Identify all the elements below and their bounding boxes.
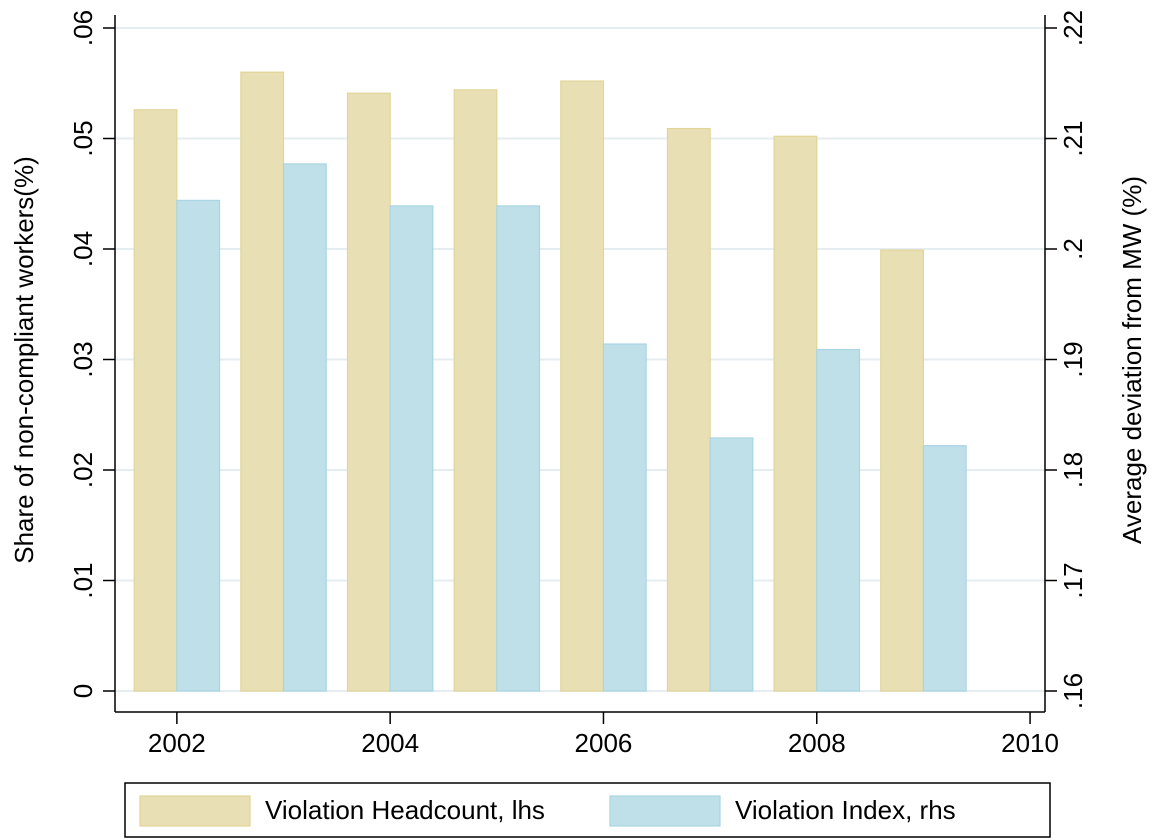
x-tick-label: 2004: [361, 728, 419, 758]
bar: [346, 92, 391, 692]
bar: [773, 135, 818, 692]
bar: [709, 437, 754, 692]
y2-tick-label: .19: [1058, 341, 1088, 377]
x-tick-label: 2008: [788, 728, 846, 758]
y-tick-label: .04: [68, 231, 98, 267]
y2-tick-label: .21: [1058, 120, 1088, 156]
y-tick-label: .06: [68, 10, 98, 46]
bar: [602, 343, 647, 692]
bar: [453, 89, 498, 692]
y-tick-label: 0: [68, 684, 98, 698]
y-tick-label: .01: [68, 562, 98, 598]
bar: [666, 127, 711, 692]
y-axis-label: Share of non-compliant workers(%): [9, 156, 39, 564]
bar: [880, 249, 925, 692]
legend-swatch: [139, 795, 251, 827]
bar: [922, 445, 967, 692]
bar: [560, 80, 605, 692]
bar: [282, 163, 327, 692]
x-tick-label: 2010: [1001, 728, 1059, 758]
y2-tick-label: .22: [1058, 10, 1088, 46]
bar: [176, 199, 221, 692]
bar: [133, 109, 178, 692]
legend-box: [124, 782, 1051, 838]
y2-tick-label: .16: [1058, 673, 1088, 709]
y-tick-label: .02: [68, 452, 98, 488]
legend-swatch: [609, 795, 721, 827]
bar: [240, 71, 285, 692]
y2-axis-label: Average deviation from MW (%): [1117, 176, 1147, 544]
y2-tick-label: .17: [1058, 562, 1088, 598]
x-tick-label: 2006: [575, 728, 633, 758]
legend-label: Violation Index, rhs: [735, 795, 956, 825]
bar: [496, 205, 541, 692]
y2-tick-label: .18: [1058, 452, 1088, 488]
legend-label: Violation Headcount, lhs: [265, 795, 545, 825]
y-tick-label: .03: [68, 341, 98, 377]
bar: [389, 205, 434, 692]
y-tick-label: .05: [68, 120, 98, 156]
x-tick-label: 2002: [148, 728, 206, 758]
y2-tick-label: .2: [1058, 238, 1088, 260]
bar: [816, 348, 861, 692]
